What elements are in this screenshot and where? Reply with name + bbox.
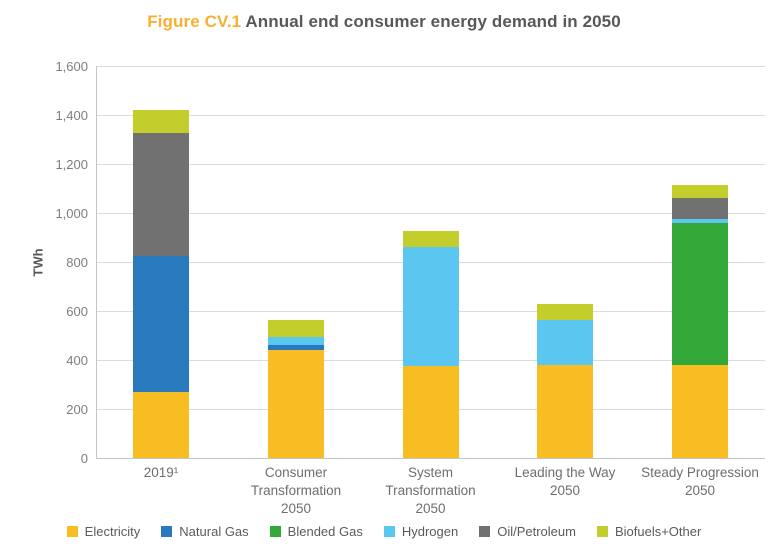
y-tick-label: 0 — [80, 450, 88, 466]
bar-segment — [537, 319, 593, 365]
bar-segment — [133, 133, 189, 256]
legend-swatch-icon — [596, 526, 608, 537]
bar-segment — [402, 231, 459, 248]
legend: Electricity Natural Gas Blended Gas Hydroge… — [0, 524, 768, 539]
y-tick-label: 400 — [66, 352, 88, 368]
legend-item: Biofuels+Other — [596, 524, 702, 539]
legend-item: Blended Gas — [269, 524, 363, 539]
x-tick-label: System Transformation 2050 — [385, 465, 476, 516]
legend-label: Oil/Petroleum — [497, 524, 576, 539]
y-tick-label: 1,000 — [55, 205, 88, 221]
gridline — [97, 114, 765, 116]
bar-segment — [672, 184, 728, 199]
y-axis-line — [96, 66, 97, 459]
bar-segment — [402, 366, 459, 458]
x-axis-line — [96, 458, 765, 459]
x-tick-label: Steady Progression 2050 — [641, 465, 759, 498]
y-tick-label: 1,200 — [55, 156, 88, 172]
gridline — [97, 212, 765, 214]
bar-segment — [672, 219, 728, 223]
bar-segment — [537, 303, 593, 320]
bar-segment — [268, 319, 324, 337]
y-tick-label: 1,400 — [55, 107, 88, 123]
legend-item: Oil/Petroleum — [479, 524, 576, 539]
legend-swatch-icon — [66, 526, 78, 537]
bar-segment — [672, 364, 728, 458]
bar-segment — [537, 364, 593, 458]
legend-swatch-icon — [269, 526, 281, 537]
bar-segment — [133, 255, 189, 392]
bar-segment — [268, 336, 324, 346]
legend-swatch-icon — [161, 526, 173, 537]
y-tick-label: 1,600 — [55, 58, 88, 74]
bar-segment — [133, 391, 189, 458]
gridline — [97, 65, 765, 67]
bar-segment — [133, 110, 189, 134]
legend-item: Hydrogen — [383, 524, 459, 539]
bar-segment — [268, 350, 324, 458]
figure-number-label: Figure CV.1 — [147, 12, 242, 31]
legend-label: Natural Gas — [179, 524, 249, 539]
legend-item: Electricity — [66, 524, 141, 539]
legend-label: Electricity — [84, 524, 141, 539]
legend-label: Hydrogen — [401, 524, 459, 539]
legend-swatch-icon — [479, 526, 491, 537]
y-tick-label: 200 — [66, 401, 88, 417]
bar-segment — [672, 222, 728, 365]
chart-title-text: Annual end consumer energy demand in 205… — [245, 12, 621, 31]
bar-segment — [268, 345, 324, 351]
legend-swatch-icon — [383, 526, 395, 537]
chart-title: Figure CV.1 Annual end consumer energy d… — [0, 12, 768, 32]
x-tick-label: Consumer Transformation 2050 — [250, 465, 342, 516]
y-tick-label: 800 — [66, 254, 88, 270]
x-tick-label: Leading the Way 2050 — [514, 465, 616, 498]
legend-label: Blended Gas — [287, 524, 363, 539]
legend-label: Biofuels+Other — [614, 524, 702, 539]
bar-segment — [402, 247, 459, 367]
x-tick-label: 2019¹ — [143, 465, 179, 480]
legend-item: Natural Gas — [161, 524, 249, 539]
bar-segment — [672, 198, 728, 220]
gridline — [97, 163, 765, 165]
y-tick-label: 600 — [66, 303, 88, 319]
